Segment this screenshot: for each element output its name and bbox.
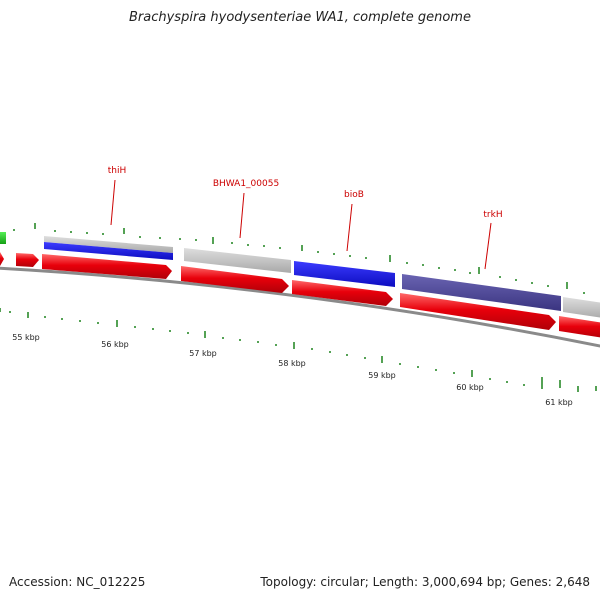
gene-green-partial <box>0 232 6 244</box>
gene-thiH-gray <box>44 236 173 253</box>
cds-arrow-2 <box>42 254 172 279</box>
cds-arrow-1 <box>16 253 39 267</box>
gene-label-BHWA1_00055: BHWA1_00055 <box>213 179 279 189</box>
cds-arrow-0 <box>0 252 4 266</box>
kbp-label-55: 55 kbp <box>12 333 40 342</box>
gene-label-leaders <box>110 179 492 270</box>
kbp-label-58: 58 kbp <box>278 359 306 368</box>
cds-arrow-4 <box>292 280 393 306</box>
cds-arrow-6 <box>559 316 600 338</box>
cds-arrow-5 <box>400 293 556 330</box>
outer-ticks <box>13 223 585 294</box>
gene-labels: thiH BHWA1_00055 bioB trkH <box>108 166 503 220</box>
gene-BHWA1_00055 <box>184 248 291 273</box>
cds-track-lower <box>0 252 600 338</box>
kbp-label-61: 61 kbp <box>545 398 573 407</box>
kbp-label-60: 60 kbp <box>456 383 484 392</box>
gene-trkH <box>402 274 561 311</box>
gene-track-upper <box>0 232 600 318</box>
kbp-label-57: 57 kbp <box>189 349 217 358</box>
genome-summary-text: Topology: circular; Length: 3,000,694 bp… <box>260 575 590 589</box>
gene-label-bioB: bioB <box>344 190 364 200</box>
genome-backbone <box>0 266 600 348</box>
map-title: Brachyspira hyodysenteriae WA1, complete… <box>129 10 471 25</box>
inner-ticks <box>0 308 597 392</box>
gene-thiH <box>44 242 173 260</box>
kbp-label-59: 59 kbp <box>368 371 396 380</box>
gene-label-trkH: trkH <box>483 210 502 220</box>
gene-label-thiH: thiH <box>108 166 127 176</box>
accession-text: Accession: NC_012225 <box>9 575 146 589</box>
kbp-label-56: 56 kbp <box>101 340 129 349</box>
gene-gray-partial <box>563 297 600 318</box>
cds-arrow-3 <box>181 266 289 293</box>
gene-bioB <box>294 261 395 287</box>
kbp-labels: 55 kbp 56 kbp 57 kbp 58 kbp 59 kbp 60 kb… <box>12 333 573 407</box>
